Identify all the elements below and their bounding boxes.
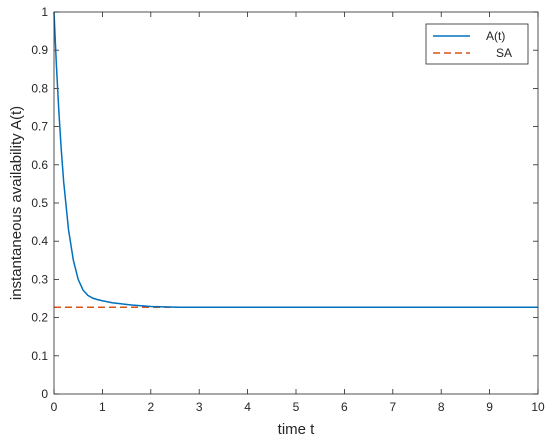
x-tick-label: 1 xyxy=(99,400,106,414)
x-tick-label: 10 xyxy=(531,400,545,414)
y-tick-label: 0.7 xyxy=(31,120,48,134)
plot-area xyxy=(54,12,538,394)
x-tick-label: 6 xyxy=(341,400,348,414)
x-tick-label: 4 xyxy=(244,400,251,414)
y-tick-label: 0.3 xyxy=(31,272,48,286)
legend-label-a: A(t) xyxy=(486,29,505,43)
x-tick-label: 0 xyxy=(51,400,58,414)
x-tick-label: 8 xyxy=(438,400,445,414)
y-axis-label: instantaneous availability A(t) xyxy=(8,106,25,300)
y-tick-label: 0.8 xyxy=(31,81,48,95)
y-tick-label: 0.5 xyxy=(31,196,48,210)
y-tick-label: 0.2 xyxy=(31,311,48,325)
y-tick-label: 0.4 xyxy=(31,234,48,248)
y-tick-label: 0 xyxy=(41,387,48,401)
legend-box xyxy=(425,23,529,65)
y-tick-label: 0.9 xyxy=(31,43,48,57)
y-tick-label: 0.6 xyxy=(31,158,48,172)
series-a-line xyxy=(53,11,538,309)
legend-label-sa: SA xyxy=(496,46,512,60)
ticks: 0 1 2 3 4 5 6 7 8 9 10 0 0.1 0.2 0.3 0.4 0.5 0.6 0.7 0.8 0.9… xyxy=(31,5,545,414)
plot-frame xyxy=(53,11,539,395)
y-tick-label: 1 xyxy=(41,5,48,19)
x-tick-label: 3 xyxy=(196,400,203,414)
series-layer xyxy=(53,11,538,309)
x-tick-label: 7 xyxy=(389,400,396,414)
x-axis-label: time t xyxy=(278,421,316,438)
y-tick-label: 0.1 xyxy=(31,349,48,363)
x-tick-label: 5 xyxy=(293,400,300,414)
x-tick-label: 2 xyxy=(147,400,154,414)
x-tick-label: 9 xyxy=(486,400,493,414)
legend: A(t) SA xyxy=(425,23,529,65)
